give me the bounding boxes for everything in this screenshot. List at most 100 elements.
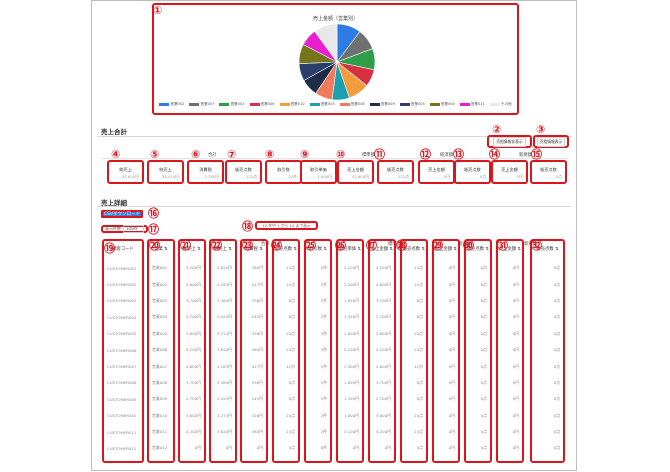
summary-header-line bbox=[101, 158, 569, 159]
table-cell: 2件 bbox=[320, 265, 327, 271]
legend-item[interactable]: 営業008 bbox=[339, 102, 365, 107]
legend-item[interactable]: 営業002 bbox=[159, 102, 184, 107]
summary-group-standard: 標準額 bbox=[362, 153, 375, 158]
annotation-badge: ㉜ bbox=[531, 239, 542, 252]
table-cell: 2件 bbox=[320, 347, 327, 353]
annotation-badge: ② bbox=[492, 123, 502, 136]
detail-column: 売上金額 ⇅ 0円 0円 0円 0円 0円 0円 0円 0円 0円 0円 0円 0円 bbox=[496, 239, 524, 463]
summary-cell: 販売点数 0点 bbox=[454, 160, 491, 184]
annotation-badge: ㉒ bbox=[211, 239, 222, 252]
column-header[interactable]: 販売点数 ⇅ bbox=[402, 247, 426, 252]
table-cell: 4,200円 bbox=[185, 347, 201, 353]
table-cell: 10点 bbox=[414, 412, 423, 418]
table-cell: 0点 bbox=[553, 445, 560, 451]
summary-group-rebate: 経済額 bbox=[440, 153, 453, 158]
summary-cell-label: 売上金額 bbox=[347, 167, 364, 172]
table-cell: 3,364円 bbox=[216, 297, 232, 303]
table-cell: CUSTOMER007 bbox=[107, 364, 137, 370]
column-header[interactable]: 販売点数 ⇅ bbox=[274, 247, 298, 252]
legend-item[interactable]: 営業003 bbox=[309, 102, 335, 107]
table-cell: 0点 bbox=[480, 330, 487, 336]
column-header[interactable]: 販売点数 ⇅ bbox=[466, 247, 490, 252]
column-header[interactable]: 取引数 ⇅ bbox=[309, 247, 327, 252]
summary-cell-label: 販売点数 bbox=[540, 167, 557, 172]
table-cell: 3,600円 bbox=[375, 330, 391, 336]
annotation-badge: ㉗ bbox=[366, 239, 377, 252]
divider bbox=[97, 206, 571, 207]
table-cell: 0円 bbox=[448, 347, 455, 353]
table-cell: 2,700円 bbox=[375, 396, 391, 402]
summary-cell: 販売点数 0点 bbox=[530, 160, 567, 184]
annotation-badge: ㉑ bbox=[180, 239, 191, 252]
legend-item[interactable]: 営業001 bbox=[219, 102, 245, 107]
table-cell: 0円 bbox=[512, 347, 519, 353]
column-header[interactable]: 取引単価 ⇅ bbox=[338, 247, 362, 252]
table-cell: 14点 bbox=[414, 429, 423, 435]
annotation-badge: ⑨ bbox=[300, 148, 310, 161]
table-cell: 0点 bbox=[416, 445, 423, 451]
summary-cell: 消費税 3,760円 bbox=[187, 160, 224, 184]
table-cell: 1,800円 bbox=[343, 412, 359, 418]
table-cell: 営業007 bbox=[152, 363, 168, 369]
rows-per-page-select[interactable]: 表示件数 100件 bbox=[101, 225, 148, 233]
hide-sales-info-button[interactable]: 売相情報非表示 bbox=[487, 135, 532, 148]
annotation-badge: ⑧ bbox=[265, 148, 275, 161]
column-header[interactable]: 売上金額 ⇅ bbox=[370, 247, 394, 252]
column-header[interactable]: 営業 ⇅ bbox=[154, 247, 168, 252]
table-cell: 0円 bbox=[225, 445, 232, 451]
table-cell: 3,820円 bbox=[216, 347, 232, 353]
detail-column: 売上金額 ⇅ 0円 0円 0円 0円 0円 0円 0円 0円 0円 0円 0円 0円 bbox=[432, 239, 460, 463]
table-cell: 営業004 bbox=[152, 314, 168, 320]
column-header[interactable]: 純売上 ⇅ bbox=[214, 247, 232, 252]
summary-cell-label: 販売点数 bbox=[235, 167, 252, 172]
table-cell: 0点 bbox=[553, 347, 560, 353]
table-cell: 3,700円 bbox=[375, 379, 391, 385]
annotation-badge: ⑦ bbox=[227, 148, 237, 161]
detail-column: 純売上 ⇅ 3,820円 4,183円 3,364円 2,455円 3,274円 3,820… bbox=[209, 239, 237, 463]
show-sales-info-button[interactable]: 売相情報表示 bbox=[533, 135, 569, 148]
annotation-badge: ⑮ bbox=[531, 148, 542, 161]
legend-item[interactable]: 営業009 bbox=[369, 102, 395, 107]
table-cell: 12点 bbox=[286, 281, 295, 287]
column-header[interactable]: 売上金額 ⇅ bbox=[498, 247, 522, 252]
column-header[interactable]: 総売上 ⇅ bbox=[183, 247, 201, 252]
table-cell: 10点 bbox=[286, 330, 295, 336]
summary-cell: 売上金額 0円 bbox=[418, 160, 455, 184]
table-cell: 3,700円 bbox=[375, 297, 391, 303]
table-cell: 2,100円 bbox=[343, 429, 359, 435]
table-cell: 8点 bbox=[288, 379, 295, 385]
table-cell: 0円 bbox=[448, 412, 455, 418]
legend-item[interactable]: 営業007 bbox=[189, 102, 214, 107]
legend-label: 営業005 bbox=[410, 102, 425, 106]
column-header[interactable]: 売上金額 ⇅ bbox=[434, 247, 458, 252]
table-cell: 0円 bbox=[512, 297, 519, 303]
legend-item[interactable]: 営業010 bbox=[279, 102, 305, 107]
column-header[interactable]: 顧客コード bbox=[112, 247, 134, 252]
table-cell: 2件 bbox=[320, 396, 327, 402]
detail-column: 取引単価 ⇅ 2,100円 2,300円 1,850円 1,350円 1,800円 2,10… bbox=[336, 239, 364, 463]
csv-download-button[interactable]: CSVダウンロード bbox=[101, 210, 143, 218]
annotation-badge: ㉓ bbox=[242, 239, 253, 252]
annotation-badge: ③ bbox=[536, 123, 546, 136]
annotation-badge: ㉔ bbox=[271, 239, 282, 252]
table-cell: 326円 bbox=[251, 412, 263, 418]
detail-column: 販売点数 ⇅ 14点 12点 8点 8点 10点 14点 12点 8点 8点 10点 14点 0点 bbox=[400, 239, 428, 463]
table-cell: 0点 bbox=[553, 297, 560, 303]
legend-item[interactable]: 営業004 bbox=[429, 102, 455, 107]
annotation-badge: ⑪ bbox=[374, 148, 385, 161]
legend-item[interactable]: 営業006 bbox=[249, 102, 275, 107]
show-sales-info-label: 売相情報表示 bbox=[536, 136, 566, 147]
table-cell: 営業003 bbox=[152, 297, 168, 303]
column-header[interactable]: 消費税 ⇅ bbox=[245, 247, 263, 252]
table-cell: 4,200円 bbox=[375, 265, 391, 271]
summary-cell-label: 販売点数 bbox=[387, 167, 404, 172]
table-cell: 380円 bbox=[251, 347, 263, 353]
legend-item[interactable]: 営業005 bbox=[399, 102, 425, 107]
range-info-text: 12 件中 1 から 12 まで表示 bbox=[262, 222, 311, 228]
annotation-badge: ⑬ bbox=[453, 148, 464, 161]
legend-swatch bbox=[489, 103, 500, 106]
legend-item[interactable]: その他 bbox=[489, 102, 512, 107]
legend-item[interactable]: 営業011 bbox=[459, 102, 485, 107]
column-header[interactable]: 販売点数 ⇅ bbox=[536, 247, 559, 252]
table-cell: 0円 bbox=[256, 445, 263, 451]
